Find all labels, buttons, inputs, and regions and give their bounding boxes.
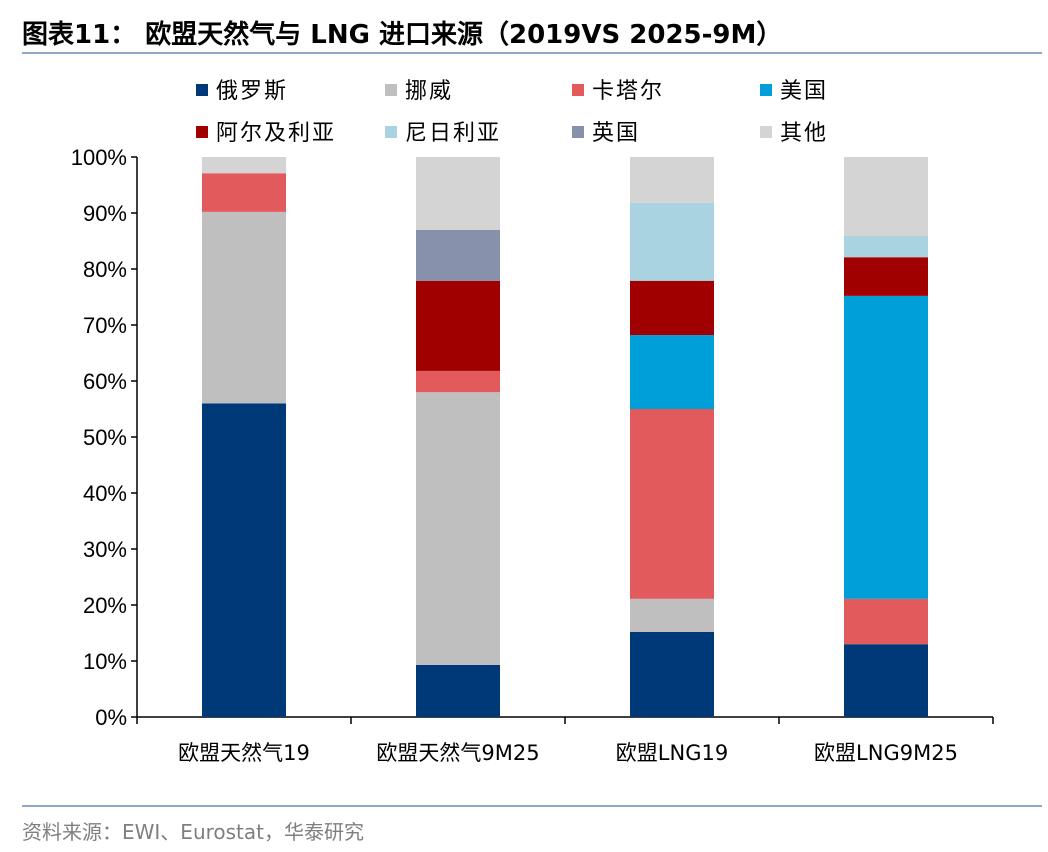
bar-segment (844, 235, 928, 258)
bar-segment (202, 173, 286, 212)
y-tick-label: 80% (83, 257, 127, 282)
legend-swatch (760, 84, 772, 96)
legend-swatch (572, 126, 584, 138)
bar-segment (630, 409, 714, 599)
legend-label: 其他 (780, 121, 828, 146)
bar-segment (844, 295, 928, 599)
legend-label: 卡塔尔 (592, 79, 664, 104)
legend-label: 尼日利亚 (405, 121, 501, 146)
bar-segment (630, 335, 714, 409)
y-tick-label: 30% (83, 537, 127, 562)
chart-title: 图表11： 欧盟天然气与 LNG 进口来源（2019VS 2025-9M） (22, 20, 783, 50)
bar-segment (844, 644, 928, 717)
bar-segment (202, 211, 286, 404)
bar-segment (630, 598, 714, 632)
bar-segment (630, 157, 714, 203)
bar-segment (202, 157, 286, 174)
source-divider (22, 805, 1042, 807)
bar-segment (844, 157, 928, 236)
y-tick-label: 70% (83, 313, 127, 338)
legend-label: 英国 (592, 121, 640, 146)
legend-swatch (760, 126, 772, 138)
bar-segment (844, 598, 928, 645)
legend-swatch (385, 126, 397, 138)
bar-segment (416, 370, 500, 393)
bar-segment (416, 664, 500, 717)
bar-segment (844, 257, 928, 296)
legend-swatch (196, 84, 208, 96)
y-tick-label: 10% (83, 649, 127, 674)
legend-label: 挪威 (405, 79, 453, 104)
x-tick-label: 欧盟天然气19 (178, 741, 310, 765)
bar-segment (630, 280, 714, 336)
title-divider (22, 52, 1042, 54)
y-tick-label: 100% (71, 145, 127, 170)
source-note: 资料来源：EWI、Eurostat，华泰研究 (22, 820, 365, 844)
legend-label: 俄罗斯 (216, 79, 288, 104)
x-tick-label: 欧盟LNG19 (616, 741, 728, 765)
legend-swatch (572, 84, 584, 96)
legend-swatch (385, 84, 397, 96)
x-tick-label: 欧盟天然气9M25 (376, 741, 539, 765)
y-tick-label: 90% (83, 201, 127, 226)
legend-label: 美国 (780, 79, 828, 104)
y-tick-label: 20% (83, 593, 127, 618)
bar-segment (630, 202, 714, 281)
y-tick-label: 40% (83, 481, 127, 506)
bar-segment (202, 403, 286, 717)
legend-label: 阿尔及利亚 (216, 121, 336, 146)
bar-segment (416, 229, 500, 281)
y-tick-label: 60% (83, 369, 127, 394)
bar-segment (416, 280, 500, 371)
legend-swatch (196, 126, 208, 138)
bar-segment (416, 392, 500, 665)
bar-segment (416, 157, 500, 230)
bar-segment (630, 631, 714, 717)
y-tick-label: 0% (95, 705, 127, 730)
y-tick-label: 50% (83, 425, 127, 450)
x-tick-label: 欧盟LNG9M25 (814, 741, 958, 765)
